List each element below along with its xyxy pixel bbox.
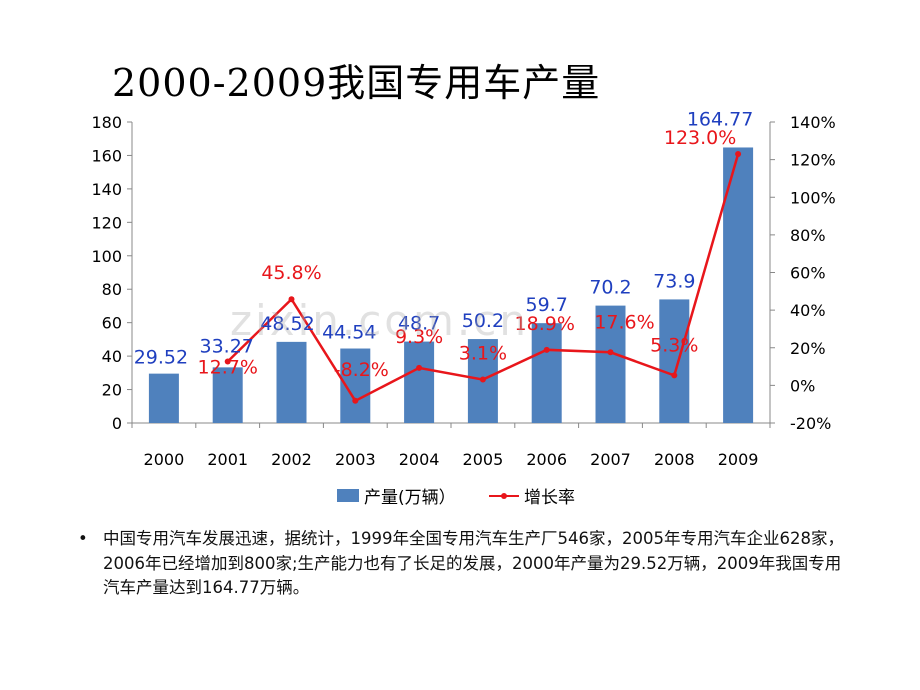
slide-title: 2000-2009我国专用车产量 (112, 61, 601, 105)
right-tick-label: 60% (790, 264, 826, 283)
bar-value-label: 48.52 (260, 313, 314, 335)
line-value-label: 17.6% (594, 311, 654, 333)
left-tick-label: 20 (102, 381, 122, 400)
left-tick-label: 120 (91, 213, 122, 232)
bar (276, 341, 307, 423)
bar-value-label: 44.54 (322, 322, 376, 344)
line-series (224, 150, 742, 404)
bar-value-label: 29.52 (134, 347, 188, 369)
line-point (479, 376, 486, 383)
right-tick-label: 40% (790, 301, 826, 320)
legend-line-label: 增长率 (524, 488, 575, 508)
right-tick-label: 20% (790, 339, 826, 358)
line-point (288, 296, 295, 303)
legend-bar-swatch (337, 489, 359, 502)
left-tick-label: 80 (102, 280, 122, 299)
bar (723, 147, 754, 423)
x-tick-label: 2009 (718, 450, 759, 469)
bullet-text: 中国专用汽车发展迅速，据统计，1999年全国专用汽车生产厂546家，2005年专… (103, 529, 844, 597)
line-value-label: 12.7% (198, 356, 258, 378)
left-tick-label: 160 (91, 146, 122, 165)
x-tick-label: 2008 (654, 450, 695, 469)
left-tick-label: 100 (91, 247, 122, 266)
x-tick-label: 2007 (590, 450, 631, 469)
bar-series (148, 147, 754, 423)
left-tick-label: 180 (91, 113, 122, 132)
line-value-label: 123.0% (664, 127, 736, 149)
bar-value-label: 73.9 (653, 270, 695, 292)
bar-value-label: 59.7 (526, 294, 568, 316)
x-tick-label: 2001 (207, 450, 248, 469)
right-tick-label: -20% (790, 414, 831, 433)
line-point (224, 358, 231, 365)
right-tick-label: 80% (790, 226, 826, 245)
bar (148, 373, 179, 423)
left-tick-label: 60 (102, 314, 122, 333)
bar-value-label: 50.2 (462, 310, 504, 332)
line-value-label: 45.8% (261, 262, 321, 284)
x-tick-label: 2006 (526, 450, 567, 469)
line-point (543, 346, 550, 353)
bar (531, 323, 562, 423)
chart-legend: 产量(万辆） 增长率 (337, 488, 575, 508)
x-tick-label: 2004 (399, 450, 440, 469)
left-tick-label: 40 (102, 347, 122, 366)
bar (595, 305, 626, 423)
line-point (607, 349, 614, 356)
production-chart: 0 20 40 60 80 100 120 140 160 180 -20% 0% 20% 40% 60% 8… (91, 108, 836, 508)
bar (404, 341, 435, 423)
right-tick-label: 0% (790, 376, 815, 395)
bar-value-label: 33.27 (199, 335, 253, 357)
left-tick-label: 140 (91, 180, 122, 199)
line-point (352, 397, 359, 404)
x-tick-label: 2003 (335, 450, 376, 469)
x-tick-label: 2002 (271, 450, 312, 469)
right-tick-label: 100% (790, 188, 836, 207)
line-point (416, 364, 423, 371)
legend-line-marker (501, 493, 507, 499)
x-tick-label: 2000 (144, 450, 185, 469)
line-value-label: 3.1% (459, 343, 507, 365)
line-point (671, 372, 678, 379)
line-value-label: -8.2% (334, 359, 389, 381)
right-tick-label: 140% (790, 113, 836, 132)
bar-value-label: 164.77 (687, 108, 753, 130)
bar (212, 367, 243, 423)
x-tick-label: 2005 (463, 450, 504, 469)
line-value-label: 5.3% (650, 334, 698, 356)
bar-value-label: 48.7 (398, 313, 440, 335)
legend-bar-label: 产量(万辆） (364, 488, 456, 508)
left-tick-label: 0 (112, 414, 122, 433)
bullet-dot: • (78, 529, 88, 548)
bar (659, 299, 690, 423)
data-labels: 29.52 33.27 48.52 44.54 48.7 50.2 59.7 70.2 73.9… (134, 108, 754, 380)
bar-value-label: 70.2 (589, 277, 631, 299)
line-point (735, 150, 742, 157)
right-tick-label: 120% (790, 151, 836, 170)
line-value-label: 18.9% (515, 313, 575, 335)
line-value-label: 9.3% (395, 326, 443, 348)
